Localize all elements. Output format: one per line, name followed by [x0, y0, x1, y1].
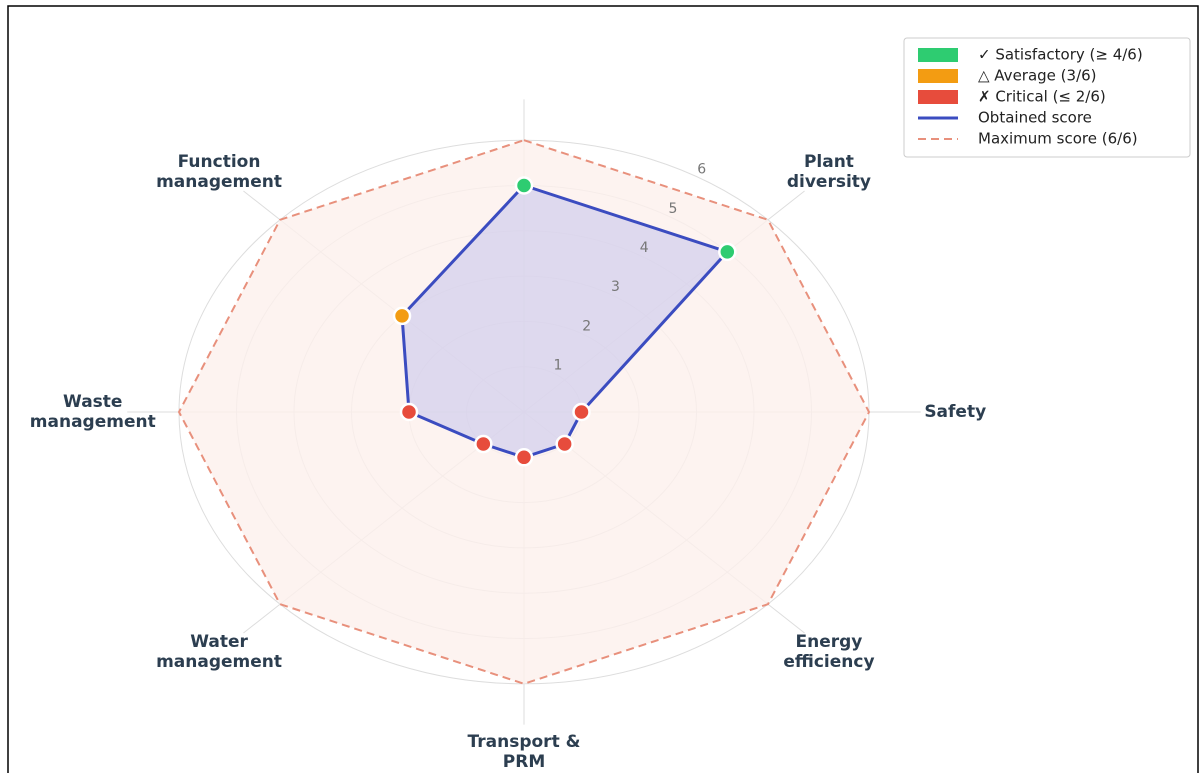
r-tick-label: 4: [640, 240, 649, 256]
r-tick-label: 5: [668, 201, 677, 217]
category-label: Function management: [156, 152, 282, 192]
score-point: [392, 306, 412, 326]
category-label: Plant diversity: [787, 152, 871, 192]
category-label: Water management: [156, 632, 282, 672]
r-tick-label: 1: [553, 358, 562, 374]
legend-swatch: [918, 48, 958, 62]
score-point: [514, 176, 534, 195]
category-label: Safety: [924, 402, 986, 422]
category-label: Waste management: [30, 392, 156, 432]
legend-label: ✓ Satisfactory (≥ 4/6): [978, 46, 1143, 64]
score-point: [474, 434, 493, 454]
r-tick-label: 6: [697, 162, 706, 178]
legend-label: ✗ Critical (≤ 2/6): [978, 88, 1106, 106]
max-score-line: [177, 139, 871, 685]
legend-label: △ Average (3/6): [978, 67, 1097, 85]
legend-label: Obtained score: [978, 109, 1092, 127]
score-point: [572, 402, 591, 422]
score-point: [718, 242, 737, 262]
r-tick-label: 2: [582, 318, 591, 334]
legend-swatch: [918, 69, 958, 83]
category-label: Transport & PRM: [468, 732, 581, 772]
legend-box: [903, 37, 1191, 158]
legend: ✓ Satisfactory (≥ 4/6) △ Average (3/6) ✗ C…: [903, 37, 1191, 158]
legend-label: Maximum score (6/6): [978, 130, 1138, 148]
r-tick-label: 3: [611, 279, 620, 295]
score-point: [399, 402, 419, 422]
score-point: [555, 434, 574, 454]
frame: [7, 5, 1199, 773]
score-point: [514, 448, 534, 467]
score-area: [402, 185, 728, 458]
legend-swatch: [918, 90, 958, 104]
category-label: Energy efficiency: [783, 632, 874, 672]
